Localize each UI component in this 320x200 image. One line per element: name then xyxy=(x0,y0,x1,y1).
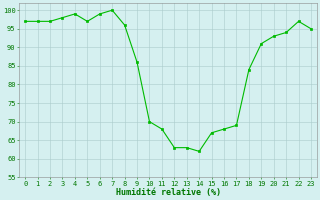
X-axis label: Humidité relative (%): Humidité relative (%) xyxy=(116,188,220,197)
